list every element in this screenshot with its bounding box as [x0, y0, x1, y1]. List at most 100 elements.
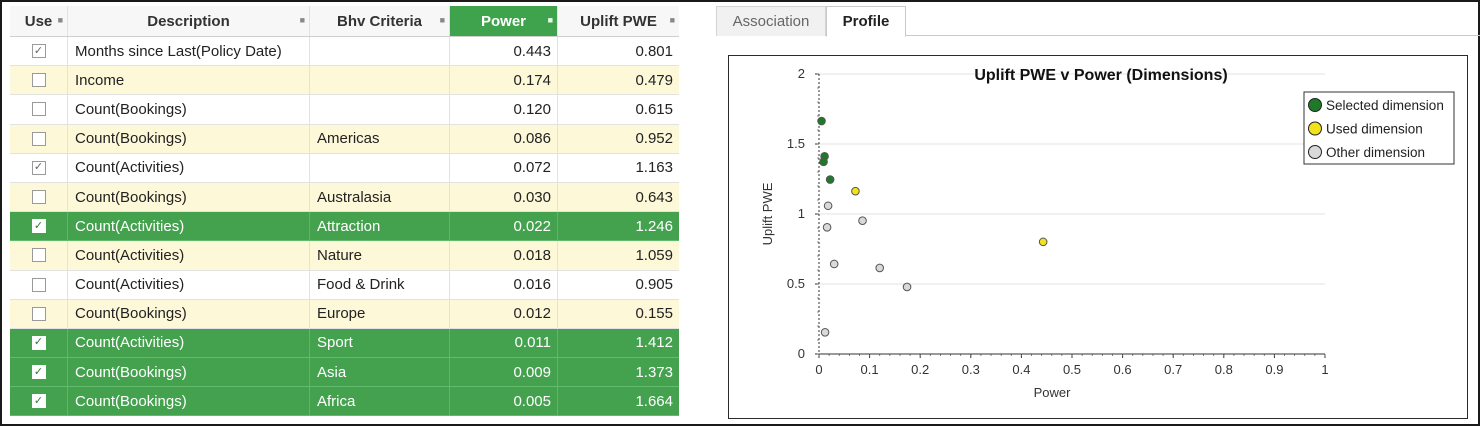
bhv-criteria-cell [310, 66, 450, 95]
pin-icon[interactable]: ■ [439, 15, 445, 25]
data-point [825, 175, 835, 184]
use-checkbox[interactable] [31, 306, 46, 321]
use-checkbox[interactable]: ✓ [31, 44, 46, 59]
column-header-label: Description [147, 12, 230, 30]
use-checkbox[interactable] [31, 73, 46, 88]
bhv-criteria-cell: Americas [310, 124, 450, 153]
power-cell: 0.011 [450, 328, 558, 358]
use-checkbox[interactable] [31, 131, 46, 146]
use-checkbox[interactable]: ✓ [31, 365, 46, 380]
data-point [823, 201, 833, 211]
power-cell: 0.174 [450, 66, 558, 95]
column-header-description[interactable]: Description ■ [68, 6, 310, 36]
legend-swatch [1308, 145, 1322, 159]
description-cell: Count(Activities) [68, 241, 310, 270]
column-header-label: Use [24, 12, 53, 30]
y-tick-label: 0.5 [787, 276, 805, 291]
data-point [902, 282, 912, 292]
y-tick-label: 1 [798, 206, 805, 221]
bhv-criteria-cell: Australasia [310, 182, 450, 212]
x-tick-label: 1 [1321, 362, 1328, 377]
x-tick-label: 0 [815, 362, 822, 377]
use-checkbox[interactable]: ✓ [31, 335, 46, 350]
use-cell [10, 182, 68, 212]
table-row[interactable]: Count(Bookings) Europe 0.012 0.155 [10, 299, 679, 329]
pin-icon[interactable]: ■ [57, 15, 63, 25]
power-cell: 0.018 [450, 241, 558, 270]
x-tick-label: 0.5 [1063, 362, 1081, 377]
table-row[interactable]: ✓ Count(Activities) 0.072 1.163 [10, 153, 679, 183]
bhv-criteria-cell: Nature [310, 241, 450, 270]
column-header-power[interactable]: Power ■ [450, 6, 558, 36]
grid-header: Use ■ Description ■ Bhv Criteria ■ Power… [10, 6, 679, 37]
use-cell [10, 124, 68, 153]
x-tick-label: 0.2 [911, 362, 929, 377]
use-checkbox[interactable] [31, 248, 46, 263]
x-tick-label: 0.1 [861, 362, 879, 377]
use-checkbox[interactable] [31, 102, 46, 117]
y-tick-label: 0 [798, 346, 805, 361]
table-row[interactable]: ✓ Count(Activities) Attraction 0.022 1.246 [10, 212, 679, 242]
description-cell: Count(Activities) [68, 153, 310, 182]
use-cell [10, 95, 68, 124]
x-axis-label: Power [1034, 385, 1072, 400]
pin-icon[interactable]: ■ [299, 15, 305, 25]
column-header-use[interactable]: Use ■ [10, 6, 68, 36]
check-icon: ✓ [33, 219, 44, 232]
legend-label: Selected dimension [1326, 98, 1444, 113]
description-cell: Income [68, 66, 310, 95]
power-cell: 0.016 [450, 270, 558, 299]
legend-swatch [1308, 98, 1322, 112]
x-tick-label: 0.7 [1164, 362, 1182, 377]
table-row[interactable]: Income 0.174 0.479 [10, 66, 679, 96]
uplift-pwe-cell: 0.905 [635, 276, 673, 294]
uplift-pwe-cell: 1.246 [635, 217, 673, 235]
pin-icon[interactable]: ■ [669, 15, 675, 25]
tab-profile[interactable]: Profile [826, 6, 906, 37]
table-row[interactable]: Count(Activities) Food & Drink 0.016 0.905 [10, 270, 679, 300]
table-row[interactable]: ✓ Count(Bookings) Africa 0.005 1.664 [10, 387, 679, 417]
use-cell: ✓ [10, 387, 68, 416]
uplift-pwe-cell: 1.373 [635, 363, 673, 381]
table-row[interactable]: Count(Bookings) Americas 0.086 0.952 [10, 124, 679, 154]
tab-bar: Association Profile [716, 6, 1480, 37]
description-cell: Count(Bookings) [68, 124, 310, 153]
power-cell: 0.030 [450, 182, 558, 212]
use-checkbox[interactable] [31, 277, 46, 292]
chart-title: Uplift PWE v Power (Dimensions) [974, 67, 1227, 84]
power-cell: 0.005 [450, 387, 558, 416]
use-checkbox[interactable]: ✓ [31, 394, 46, 409]
bhv-criteria-cell: Sport [310, 328, 450, 358]
use-cell: ✓ [10, 37, 68, 66]
check-icon: ✓ [33, 44, 44, 57]
column-header-uplift-pwe[interactable]: Uplift PWE ■ [558, 6, 679, 36]
use-checkbox[interactable] [31, 190, 46, 205]
bhv-criteria-cell [310, 153, 450, 182]
tab-association[interactable]: Association [716, 6, 826, 36]
column-header-label: Uplift PWE [580, 12, 657, 30]
bhv-criteria-cell [310, 95, 450, 124]
y-tick-label: 2 [798, 66, 805, 81]
use-checkbox[interactable]: ✓ [31, 160, 46, 175]
uplift-pwe-cell: 0.952 [635, 130, 673, 148]
table-row[interactable]: ✓ Count(Bookings) Asia 0.009 1.373 [10, 358, 679, 388]
description-cell: Count(Activities) [68, 212, 310, 241]
data-point [829, 259, 839, 269]
x-tick-label: 0.8 [1215, 362, 1233, 377]
table-row[interactable]: Count(Bookings) Australasia 0.030 0.643 [10, 182, 679, 213]
scatter-chart: 0 0.5 1 1.5 2 0 0.1 0.2 0.3 0.4 0.5 0.6 0.7 0.8 0.9 1 U… [760, 66, 1455, 400]
table-row[interactable]: ✓ Count(Activities) Sport 0.011 1.412 [10, 328, 679, 359]
table-row[interactable]: Count(Bookings) 0.120 0.615 [10, 95, 679, 125]
data-point [851, 186, 860, 196]
table-row[interactable]: Count(Activities) Nature 0.018 1.059 [10, 241, 679, 271]
data-point [820, 328, 830, 337]
use-checkbox[interactable]: ✓ [31, 219, 46, 234]
pin-icon[interactable]: ■ [547, 15, 553, 25]
chart-panel: 0 0.5 1 1.5 2 0 0.1 0.2 0.3 0.4 0.5 0.6 0.7 0.8 0.9 1 U… [728, 55, 1468, 419]
use-cell [10, 299, 68, 328]
power-cell: 0.072 [450, 153, 558, 182]
table-row[interactable]: ✓ Months since Last(Policy Date) 0.443 0.80… [10, 37, 679, 67]
uplift-pwe-cell: 0.801 [635, 42, 673, 60]
column-header-bhv-criteria[interactable]: Bhv Criteria ■ [310, 6, 450, 36]
